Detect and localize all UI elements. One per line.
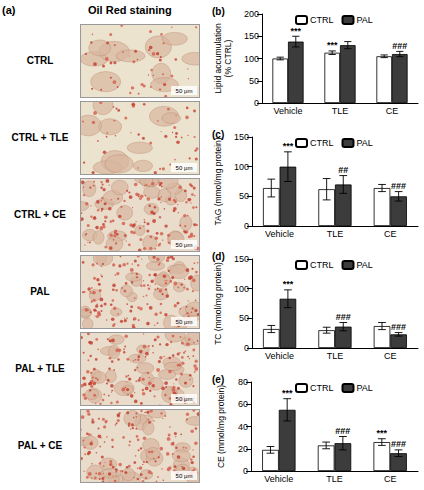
svg-text:PAL: PAL (357, 138, 373, 148)
svg-text:60: 60 (238, 399, 248, 409)
svg-text:###: ### (336, 312, 351, 322)
svg-text:PAL: PAL (357, 260, 373, 270)
svg-text:0: 0 (254, 98, 259, 108)
html-text:Oil Red staining: Oil Red staining (88, 4, 172, 16)
svg-text:Vehicle: Vehicle (265, 229, 294, 239)
svg-text:50: 50 (249, 76, 259, 86)
svg-text:150: 150 (234, 132, 249, 142)
svg-text:CTRL: CTRL (310, 15, 334, 25)
svg-text:50 μm: 50 μm (176, 319, 193, 325)
svg-text:(b): (b) (212, 6, 225, 17)
svg-text:***: *** (377, 428, 388, 438)
svg-text:TLE: TLE (327, 229, 344, 239)
svg-text:Vehicle: Vehicle (264, 474, 293, 484)
svg-text:##: ## (338, 165, 348, 175)
html-text:CTRL + CE: CTRL + CE (14, 209, 66, 220)
svg-text:CE: CE (384, 351, 397, 361)
svg-text:TC (mmol/mg protein): TC (mmol/mg protein) (213, 262, 223, 345)
svg-text:***: *** (291, 26, 302, 36)
html-text:PAL + TLE: PAL + TLE (15, 363, 65, 374)
svg-text:TAG (mmol/mg protein): TAG (mmol/mg protein) (213, 137, 223, 225)
svg-text:CTRL: CTRL (310, 383, 334, 393)
svg-text:100: 100 (234, 284, 249, 294)
svg-text:CTRL: CTRL (310, 260, 334, 270)
svg-text:CE: CE (384, 229, 397, 239)
svg-text:CE: CE (386, 106, 399, 116)
html-text:(a): (a) (2, 4, 16, 16)
svg-text:***: *** (282, 388, 293, 398)
svg-text:0: 0 (244, 221, 249, 231)
svg-text:***: *** (283, 141, 294, 151)
svg-text:100: 100 (234, 162, 249, 172)
svg-text:200: 200 (244, 9, 259, 19)
svg-text:TLE: TLE (326, 474, 343, 484)
svg-text:(e): (e) (212, 374, 224, 385)
svg-text:50 μm: 50 μm (176, 88, 193, 94)
svg-text:TLE: TLE (327, 351, 344, 361)
svg-text:CE: CE (384, 474, 397, 484)
svg-text:50 μm: 50 μm (176, 396, 193, 402)
html-text:PAL + CE: PAL + CE (17, 440, 63, 451)
svg-text:50 μm: 50 μm (176, 165, 193, 171)
svg-text:###: ### (392, 41, 407, 51)
svg-text:PAL: PAL (357, 15, 373, 25)
svg-text:Lipid accumulation: Lipid accumulation (213, 23, 223, 94)
svg-text:(% CTRL): (% CTRL) (223, 39, 233, 77)
svg-text:TLE: TLE (332, 106, 349, 116)
svg-text:###: ### (335, 426, 350, 436)
svg-text:50 μm: 50 μm (176, 473, 193, 479)
svg-text:CE (mmol/mg protein): CE (mmol/mg protein) (216, 385, 226, 468)
svg-text:20: 20 (238, 444, 248, 454)
svg-text:CTRL: CTRL (310, 138, 334, 148)
svg-text:0: 0 (244, 343, 249, 353)
svg-text:0: 0 (243, 466, 248, 476)
svg-text:***: *** (327, 40, 338, 50)
svg-text:###: ### (391, 439, 406, 449)
svg-text:50: 50 (239, 313, 249, 323)
html-text:PAL: PAL (30, 286, 50, 297)
svg-text:80: 80 (238, 377, 248, 387)
svg-text:Vehicle: Vehicle (273, 106, 302, 116)
svg-text:150: 150 (244, 31, 259, 41)
html-text:CTRL + TLE: CTRL + TLE (11, 132, 69, 143)
svg-text:###: ### (391, 181, 406, 191)
svg-text:40: 40 (238, 422, 248, 432)
svg-text:50: 50 (239, 191, 249, 201)
svg-text:Vehicle: Vehicle (265, 351, 294, 361)
svg-text:50 μm: 50 μm (176, 242, 193, 248)
html-text:CTRL: CTRL (26, 55, 54, 66)
svg-text:***: *** (283, 279, 294, 289)
svg-text:150: 150 (234, 254, 249, 264)
svg-text:(d): (d) (212, 251, 225, 262)
svg-text:(c): (c) (212, 129, 224, 140)
svg-text:###: ### (391, 322, 406, 332)
svg-text:PAL: PAL (357, 383, 373, 393)
svg-text:100: 100 (244, 54, 259, 64)
